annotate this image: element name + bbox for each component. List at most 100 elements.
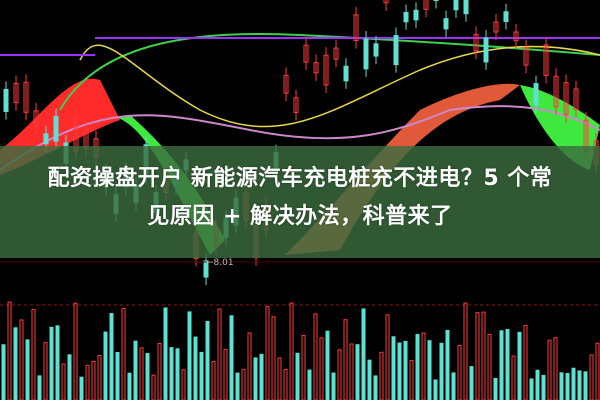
volume-bar xyxy=(265,305,270,400)
candle xyxy=(373,43,379,57)
candle xyxy=(513,31,519,42)
candle xyxy=(383,0,389,4)
candle xyxy=(473,34,479,52)
candle xyxy=(293,97,299,113)
candle xyxy=(443,18,449,30)
candle xyxy=(283,74,289,94)
volume-bar xyxy=(367,359,372,400)
volume-bar xyxy=(541,374,546,400)
title-line-1: 配资操盘开户 新能源汽车充电桩充不进电？5 个常 xyxy=(47,166,553,191)
ma-line-yellow xyxy=(79,44,600,128)
candle xyxy=(403,11,409,23)
candle xyxy=(423,0,429,10)
volume-bar xyxy=(559,372,564,400)
ma-line-pink xyxy=(0,105,600,171)
volume-bar xyxy=(469,366,474,400)
candle xyxy=(313,62,319,74)
volume-bar xyxy=(13,327,18,400)
volume-bar xyxy=(31,308,36,400)
volume-bar xyxy=(451,372,456,400)
volume-bar xyxy=(427,340,432,400)
volume-bar xyxy=(217,308,222,400)
title-overlay-band xyxy=(0,146,600,258)
title-line-2: 见原因 + 解决办法，科普来了 xyxy=(147,204,453,229)
volume-bar xyxy=(247,332,252,400)
volume-bar xyxy=(283,368,288,400)
candle xyxy=(333,47,339,60)
volume-bar xyxy=(589,354,594,400)
volume-bar xyxy=(1,344,6,400)
volume-bar xyxy=(583,371,588,400)
candle xyxy=(303,44,309,63)
volume-bar xyxy=(355,344,360,400)
volume-bar xyxy=(127,372,132,400)
candle xyxy=(323,54,329,86)
volume-bar xyxy=(517,331,522,400)
candle xyxy=(453,0,459,11)
candle xyxy=(3,88,9,112)
volume-bar xyxy=(445,329,450,400)
candle xyxy=(363,38,369,70)
volume-bar xyxy=(325,330,330,400)
volume-bar xyxy=(229,315,234,400)
candle xyxy=(553,75,559,108)
volume-bar xyxy=(457,344,462,400)
candle xyxy=(53,115,59,142)
volume-bar xyxy=(67,354,72,400)
candle xyxy=(483,37,489,63)
candle xyxy=(353,14,359,42)
volume-bar xyxy=(511,355,516,400)
volume-bar xyxy=(595,342,600,400)
volume-bar xyxy=(139,347,144,400)
volume-bar xyxy=(289,302,294,400)
volume-bar xyxy=(199,351,204,400)
volume-bar xyxy=(337,349,342,400)
volume-bar xyxy=(253,357,258,400)
candle xyxy=(463,0,469,15)
volume-bar xyxy=(205,320,210,400)
volume-bar xyxy=(397,342,402,400)
volume-bar xyxy=(535,369,540,400)
volume-bar xyxy=(49,326,54,400)
volume-bar xyxy=(421,332,426,400)
volume-bar xyxy=(157,343,162,400)
volume-bar xyxy=(259,353,264,400)
volume-bar xyxy=(163,307,168,400)
volume-bar xyxy=(37,375,42,400)
candle xyxy=(493,21,499,33)
volume-bar xyxy=(235,372,240,400)
volume-bar xyxy=(175,348,180,400)
volume-bar xyxy=(85,364,90,400)
candle xyxy=(203,260,209,278)
volume-bar xyxy=(565,372,570,400)
volume-bar xyxy=(55,325,60,400)
candle xyxy=(533,83,539,106)
volume-bar xyxy=(19,319,24,400)
candle xyxy=(393,35,399,66)
volume-bar xyxy=(439,342,444,400)
volume-bar xyxy=(223,348,228,400)
volume-bar xyxy=(187,311,192,400)
volume-bar xyxy=(91,360,96,400)
volume-bar xyxy=(169,347,174,400)
volume-bar xyxy=(319,337,324,400)
volume-bar xyxy=(481,311,486,400)
volume-bar xyxy=(493,377,498,400)
volume-bar xyxy=(43,342,48,400)
volume-bar xyxy=(103,331,108,400)
article-title: 配资操盘开户 新能源汽车充电桩充不进电？5 个常 见原因 + 解决办法，科普来了 xyxy=(0,160,600,236)
volume-bar xyxy=(307,369,312,400)
volume-bar xyxy=(571,367,576,400)
volume-bar xyxy=(115,351,120,400)
volume-bar xyxy=(409,360,414,400)
volume-bar xyxy=(25,339,30,400)
volume-bar xyxy=(379,351,384,400)
volume-bar xyxy=(361,308,366,400)
candle xyxy=(33,110,39,127)
volume-bar xyxy=(373,375,378,400)
volume-bar xyxy=(181,369,186,400)
volume-bar xyxy=(391,336,396,400)
volume-bar xyxy=(331,372,336,400)
volume-bar xyxy=(499,330,504,400)
volume-bar xyxy=(313,313,318,400)
